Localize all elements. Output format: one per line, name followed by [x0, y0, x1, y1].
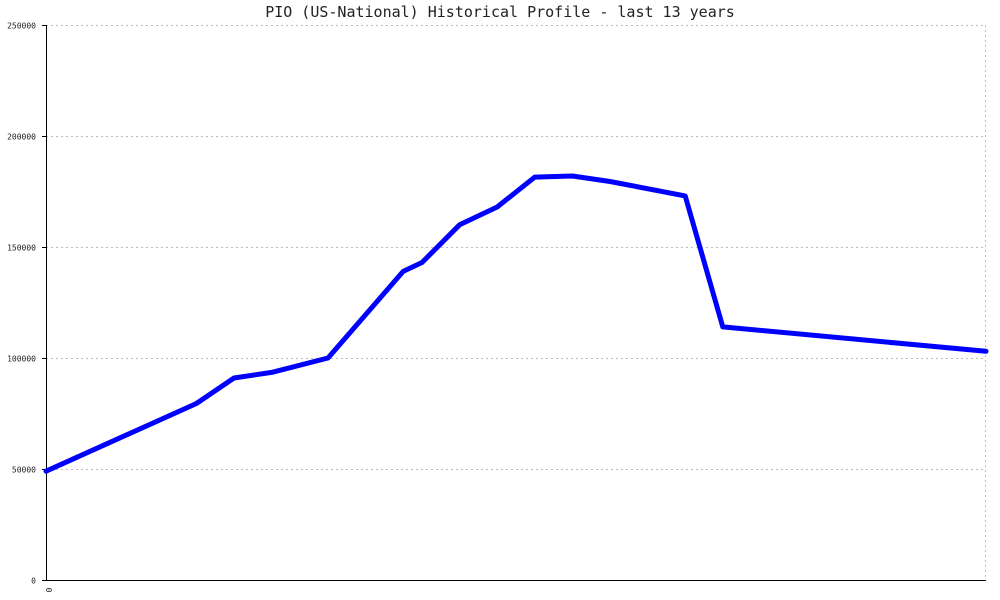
axes [42, 25, 986, 581]
grid-lines [46, 25, 986, 580]
y-tick-label: 250000 [7, 22, 36, 31]
x-tick-label: 0 [44, 588, 53, 593]
data-series [43, 173, 989, 474]
chart-title: PIO (US-National) Historical Profile - l… [265, 3, 735, 21]
y-tick-label: 50000 [12, 466, 36, 475]
y-tick-label: 150000 [7, 244, 36, 253]
y-tick-label: 200000 [7, 133, 36, 142]
series-line [43, 173, 989, 474]
tick-labels: 0 50000 100000 150000 200000 250000 0 [7, 22, 53, 593]
y-tick-label: 100000 [7, 355, 36, 364]
y-tick-label: 0 [31, 577, 36, 586]
